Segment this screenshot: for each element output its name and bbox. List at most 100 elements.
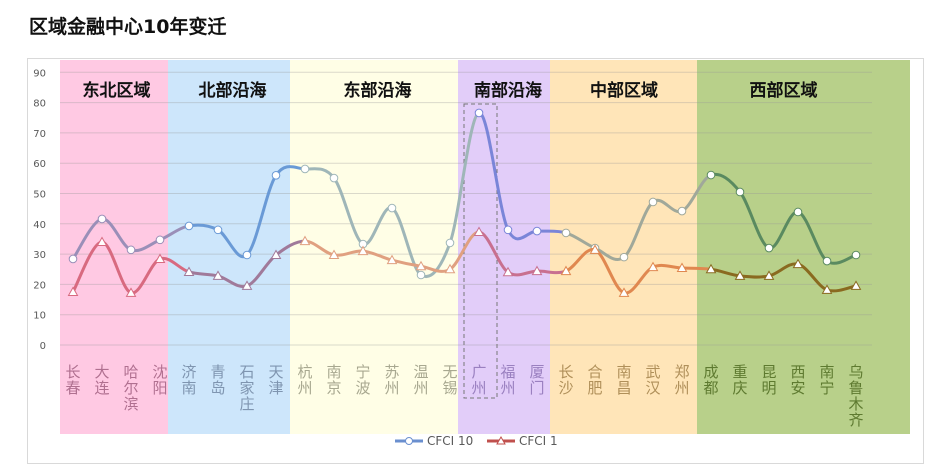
x-tick-label: 长沙 bbox=[558, 363, 573, 397]
data-point-triangle bbox=[502, 266, 514, 277]
x-tick-label: 石家庄 bbox=[239, 363, 254, 413]
chart-frame bbox=[27, 58, 924, 464]
y-tick-label: 30 bbox=[33, 250, 46, 261]
legend-label: CFCI 10 bbox=[427, 434, 473, 448]
legend-item-cfci10: CFCI 10 bbox=[395, 434, 473, 448]
data-point-triangle bbox=[444, 263, 456, 274]
data-point-circle bbox=[503, 225, 513, 235]
region-label: 中部区域 bbox=[590, 80, 658, 101]
region-label: 西部区域 bbox=[750, 80, 818, 101]
data-point-triangle bbox=[212, 270, 224, 280]
data-point-circle bbox=[561, 228, 571, 238]
y-tick-label: 60 bbox=[33, 159, 46, 170]
data-point-circle bbox=[126, 245, 136, 255]
y-tick-label: 0 bbox=[40, 341, 46, 352]
data-point-triangle bbox=[763, 270, 775, 280]
series-line-segment bbox=[738, 274, 771, 279]
data-point-triangle bbox=[705, 263, 717, 274]
data-point-circle bbox=[677, 206, 687, 216]
data-point-circle bbox=[213, 225, 223, 235]
data-point-circle bbox=[387, 203, 397, 213]
data-point-triangle bbox=[734, 270, 746, 280]
data-point-circle bbox=[155, 235, 165, 245]
legend-item-cfci1: CFCI 1 bbox=[487, 434, 558, 448]
x-tick-label: 无锡 bbox=[442, 363, 457, 397]
data-point-circle bbox=[242, 250, 252, 260]
data-point-triangle bbox=[415, 260, 427, 271]
x-tick-label: 昆明 bbox=[761, 363, 776, 397]
x-tick-label: 福州 bbox=[500, 363, 515, 397]
data-point-triangle bbox=[676, 262, 688, 273]
data-point-circle bbox=[706, 170, 716, 180]
x-tick-label: 郑州 bbox=[674, 363, 689, 397]
data-point-triangle bbox=[357, 245, 369, 256]
data-point-triangle bbox=[96, 236, 108, 246]
legend-label: CFCI 1 bbox=[519, 434, 558, 448]
data-point-triangle bbox=[67, 286, 79, 296]
data-point-triangle bbox=[589, 244, 601, 254]
data-point-circle bbox=[300, 164, 310, 174]
data-point-triangle bbox=[850, 280, 862, 290]
data-point-circle bbox=[619, 252, 629, 262]
series-line-segment bbox=[535, 229, 568, 235]
data-point-triangle bbox=[125, 287, 137, 297]
region-label: 北部沿海 bbox=[199, 80, 267, 101]
data-point-circle bbox=[474, 108, 484, 118]
data-point-triangle bbox=[618, 287, 630, 297]
data-point-circle bbox=[532, 226, 542, 236]
data-point-circle bbox=[822, 256, 832, 266]
data-point-circle bbox=[851, 250, 861, 260]
y-tick-label: 80 bbox=[33, 99, 46, 110]
y-tick-label: 20 bbox=[33, 280, 46, 291]
x-tick-label: 成都 bbox=[703, 363, 718, 397]
x-tick-label: 南宁 bbox=[819, 363, 834, 397]
x-tick-label: 天津 bbox=[268, 363, 283, 397]
x-tick-label: 长春 bbox=[65, 363, 80, 397]
data-point-triangle bbox=[154, 253, 166, 263]
data-point-triangle bbox=[560, 265, 572, 276]
x-tick-label: 重庆 bbox=[732, 363, 747, 397]
data-point-circle bbox=[793, 207, 803, 217]
y-tick-label: 40 bbox=[33, 220, 46, 231]
x-tick-label: 乌鲁木齐 bbox=[848, 363, 863, 429]
series-line-segment bbox=[535, 269, 568, 275]
x-tick-label: 南昌 bbox=[616, 363, 631, 397]
y-tick-label: 70 bbox=[33, 129, 46, 140]
legend-marker-triangle bbox=[496, 435, 506, 445]
data-point-triangle bbox=[183, 266, 195, 276]
data-point-circle bbox=[735, 187, 745, 197]
data-point-circle bbox=[271, 171, 281, 180]
x-tick-label: 武汉 bbox=[645, 363, 660, 397]
chart-title: 区域金融中心10年变迁 bbox=[29, 16, 227, 38]
region-band bbox=[550, 60, 697, 434]
data-point-triangle bbox=[241, 280, 253, 290]
data-point-triangle bbox=[473, 226, 485, 236]
x-tick-label: 济南 bbox=[181, 363, 196, 397]
data-point-triangle bbox=[386, 254, 398, 265]
region-band bbox=[60, 60, 168, 434]
y-tick-label: 50 bbox=[33, 190, 46, 201]
x-tick-label: 杭州 bbox=[297, 363, 312, 397]
data-point-triangle bbox=[647, 261, 659, 272]
data-point-circle bbox=[329, 173, 339, 183]
data-point-circle bbox=[97, 214, 107, 224]
x-tick-label: 苏州 bbox=[384, 363, 399, 397]
region-band bbox=[168, 60, 290, 434]
data-point-triangle bbox=[328, 249, 340, 260]
y-tick-label: 90 bbox=[33, 68, 46, 79]
x-tick-label: 南京 bbox=[326, 363, 341, 397]
x-tick-label: 大连 bbox=[94, 363, 109, 397]
x-tick-label: 沈阳 bbox=[152, 363, 167, 397]
data-point-circle bbox=[764, 243, 774, 253]
region-label: 东部沿海 bbox=[344, 80, 412, 101]
region-band bbox=[697, 60, 910, 434]
series-line-segment bbox=[448, 111, 481, 245]
x-tick-label: 哈尔滨 bbox=[123, 363, 138, 413]
data-point-circle bbox=[648, 197, 658, 207]
x-tick-label: 厦门 bbox=[529, 363, 544, 397]
region-label: 东北区域 bbox=[83, 80, 151, 101]
y-tick-label: 10 bbox=[33, 311, 46, 322]
legend-marker-circle bbox=[405, 437, 413, 445]
data-point-triangle bbox=[270, 249, 282, 260]
